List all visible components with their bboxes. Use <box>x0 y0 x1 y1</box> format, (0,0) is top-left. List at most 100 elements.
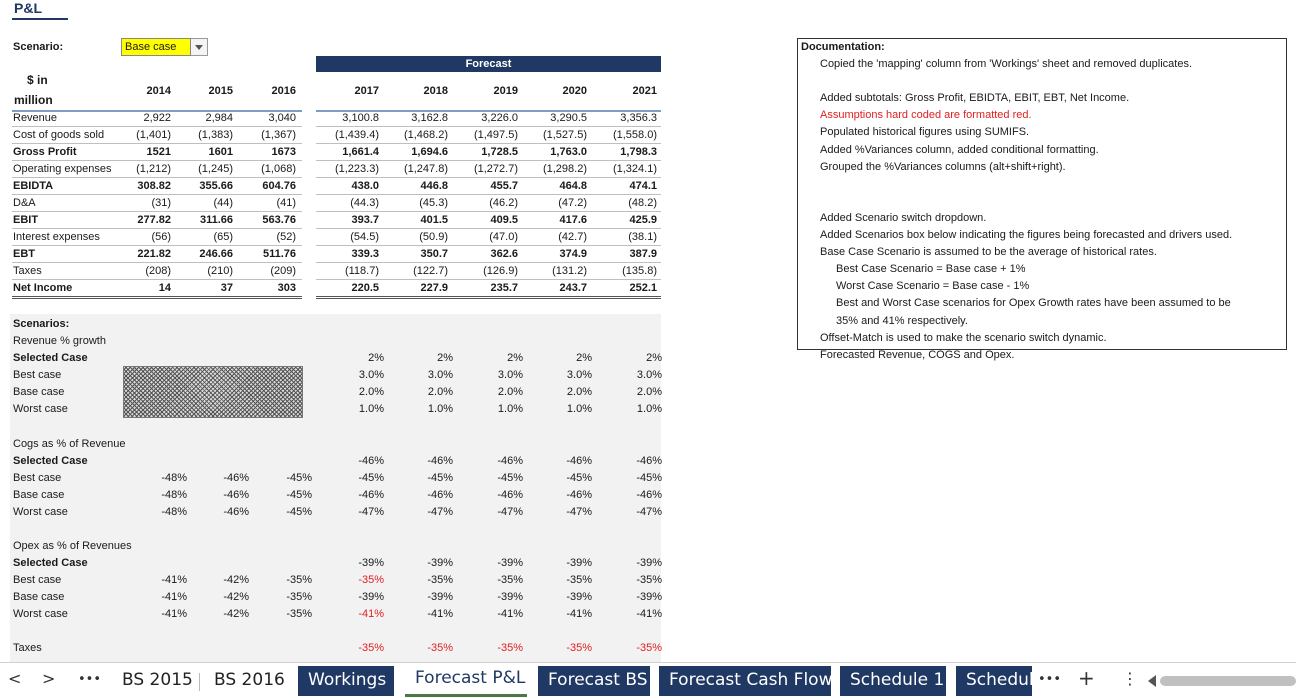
table-cell[interactable]: 374.9 <box>559 248 587 260</box>
table-cell[interactable]: (118.7) <box>344 265 379 277</box>
table-cell[interactable]: (122.7) <box>413 265 448 277</box>
scenario-dropdown[interactable]: Base case <box>121 38 209 56</box>
table-cell[interactable]: 3,162.8 <box>411 112 448 124</box>
scenario-value[interactable]: Base case <box>121 38 191 56</box>
table-cell[interactable]: 563.76 <box>262 214 296 226</box>
table-cell[interactable]: 1,661.4 <box>342 146 379 158</box>
table-cell[interactable]: 1601 <box>208 146 233 158</box>
table-cell[interactable]: 446.8 <box>420 180 448 192</box>
table-cell[interactable]: 401.5 <box>420 214 448 226</box>
table-cell[interactable]: 409.5 <box>490 214 518 226</box>
table-cell[interactable]: (1,468.2) <box>403 129 448 141</box>
table-cell[interactable]: 362.6 <box>490 248 518 260</box>
sheet-tab[interactable]: Forecast Cash Flow <box>659 666 831 696</box>
table-cell[interactable]: 3.0% <box>566 369 592 381</box>
table-cell[interactable]: (1,298.2) <box>542 163 587 175</box>
table-cell[interactable]: -47% <box>427 506 453 518</box>
table-cell[interactable]: (47.2) <box>558 197 587 209</box>
table-cell[interactable]: -46% <box>636 455 662 467</box>
table-cell[interactable]: (44) <box>213 197 233 209</box>
table-cell[interactable]: (50.9) <box>419 231 448 243</box>
table-cell[interactable]: (42.7) <box>558 231 587 243</box>
table-cell[interactable]: 393.7 <box>351 214 379 226</box>
table-cell[interactable]: (31) <box>151 197 171 209</box>
table-cell[interactable]: 221.82 <box>137 248 171 260</box>
table-cell[interactable]: -41% <box>161 574 187 586</box>
table-cell[interactable]: -39% <box>636 557 662 569</box>
table-cell[interactable]: (1,068) <box>261 163 296 175</box>
table-cell[interactable]: 1521 <box>146 146 171 158</box>
table-cell[interactable]: (1,324.1) <box>612 163 657 175</box>
table-cell[interactable]: -45% <box>497 472 523 484</box>
prev-sheet-button[interactable]: < <box>8 669 22 688</box>
table-cell[interactable]: -39% <box>427 557 453 569</box>
table-cell[interactable]: 3.0% <box>427 369 453 381</box>
table-cell[interactable]: 1.0% <box>427 403 453 415</box>
table-cell[interactable]: (52) <box>276 231 296 243</box>
table-cell[interactable]: (47.0) <box>489 231 518 243</box>
table-cell[interactable]: -41% <box>161 591 187 603</box>
table-cell[interactable]: 2,984 <box>205 112 233 124</box>
table-cell[interactable]: -39% <box>358 591 384 603</box>
table-cell[interactable]: -45% <box>358 472 384 484</box>
horizontal-scrollbar[interactable] <box>1160 676 1296 686</box>
table-cell[interactable]: (46.2) <box>489 197 518 209</box>
table-cell[interactable]: 3,290.5 <box>550 112 587 124</box>
scroll-left-icon[interactable] <box>1148 675 1156 687</box>
table-cell[interactable]: (1,527.5) <box>542 129 587 141</box>
table-cell[interactable]: 2.0% <box>636 386 662 398</box>
table-cell[interactable]: -45% <box>427 472 453 484</box>
table-cell[interactable]: -41% <box>497 608 523 620</box>
table-cell[interactable]: -35% <box>286 574 312 586</box>
table-cell[interactable]: 1673 <box>271 146 296 158</box>
table-cell[interactable]: -47% <box>497 506 523 518</box>
table-cell[interactable]: 2% <box>507 352 523 364</box>
table-cell[interactable]: 417.6 <box>559 214 587 226</box>
table-cell[interactable]: -42% <box>223 591 249 603</box>
table-cell[interactable]: 220.5 <box>351 282 379 294</box>
table-cell[interactable]: 2.0% <box>566 386 592 398</box>
sheet-tab[interactable]: Schedul <box>956 666 1032 696</box>
table-cell[interactable]: 243.7 <box>559 282 587 294</box>
table-cell[interactable]: 3,356.3 <box>620 112 657 124</box>
table-cell[interactable]: 1.0% <box>566 403 592 415</box>
table-cell[interactable]: -39% <box>636 591 662 603</box>
table-cell[interactable]: (1,401) <box>136 129 171 141</box>
more-sheets-right-button[interactable]: ••• <box>1038 672 1062 687</box>
table-cell[interactable]: -46% <box>223 489 249 501</box>
table-cell[interactable]: 227.9 <box>420 282 448 294</box>
table-cell[interactable]: 1,763.0 <box>550 146 587 158</box>
table-cell[interactable]: (1,367) <box>261 129 296 141</box>
sheet-tab[interactable]: Forecast P&L <box>405 663 527 697</box>
menu-icon[interactable]: ⋮ <box>1122 669 1138 688</box>
table-cell[interactable]: -45% <box>286 489 312 501</box>
table-cell[interactable]: -46% <box>497 489 523 501</box>
table-cell[interactable]: 37 <box>220 282 233 294</box>
table-cell[interactable]: (1,558.0) <box>612 129 657 141</box>
table-cell[interactable]: 511.76 <box>262 248 296 260</box>
table-cell[interactable]: 339.3 <box>351 248 379 260</box>
table-cell[interactable]: -35% <box>636 642 662 654</box>
sheet-tab[interactable]: Schedule 1 <box>840 666 946 696</box>
table-cell[interactable]: -41% <box>427 608 453 620</box>
table-cell[interactable]: -47% <box>358 506 384 518</box>
table-cell[interactable]: -46% <box>358 489 384 501</box>
table-cell[interactable]: 308.82 <box>137 180 171 192</box>
table-cell[interactable]: -35% <box>497 642 523 654</box>
table-cell[interactable]: -46% <box>358 455 384 467</box>
table-cell[interactable]: -46% <box>566 489 592 501</box>
table-cell[interactable]: -45% <box>636 472 662 484</box>
table-cell[interactable]: 14 <box>158 282 171 294</box>
table-cell[interactable]: -39% <box>497 591 523 603</box>
table-cell[interactable]: 3,100.8 <box>342 112 379 124</box>
table-cell[interactable]: -39% <box>566 591 592 603</box>
table-cell[interactable]: 3.0% <box>358 369 384 381</box>
table-cell[interactable]: (210) <box>207 265 233 277</box>
table-cell[interactable]: 2.0% <box>358 386 384 398</box>
table-cell[interactable]: (135.8) <box>622 265 657 277</box>
table-cell[interactable]: -41% <box>161 608 187 620</box>
table-cell[interactable]: (131.2) <box>552 265 587 277</box>
table-cell[interactable]: 425.9 <box>629 214 657 226</box>
table-cell[interactable]: 3.0% <box>636 369 662 381</box>
table-cell[interactable]: 277.82 <box>137 214 171 226</box>
